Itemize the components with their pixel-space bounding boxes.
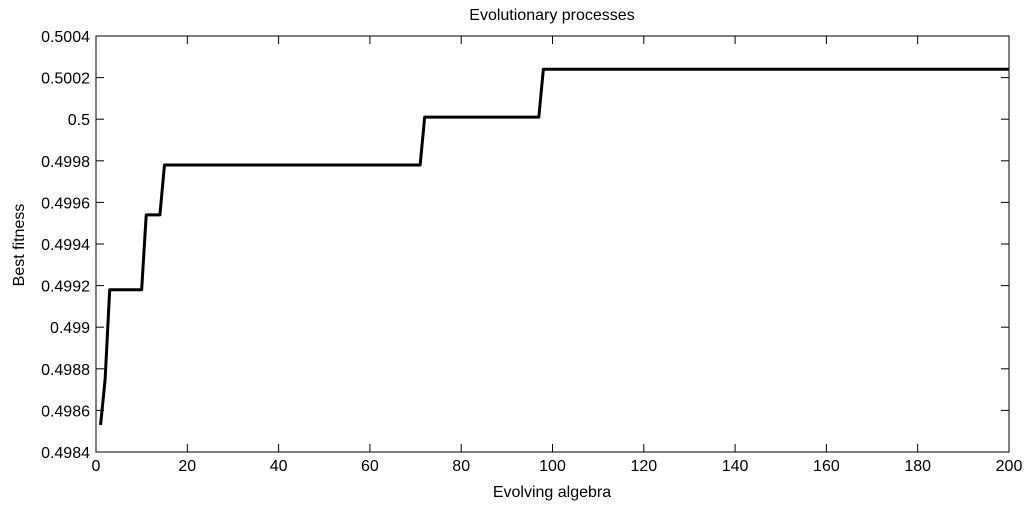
y-tick-label: 0.499	[50, 320, 90, 337]
x-tick-label: 0	[92, 458, 101, 475]
x-tick-label: 180	[904, 458, 931, 475]
x-tick-label: 100	[539, 458, 566, 475]
y-tick-label: 0.4992	[41, 279, 90, 296]
x-axis-title: Evolving algebra	[493, 484, 611, 501]
x-tick-label: 60	[361, 458, 379, 475]
y-tick-label: 0.4988	[41, 362, 90, 379]
x-tick-label: 140	[722, 458, 749, 475]
y-tick-label: 0.4998	[41, 154, 90, 171]
x-tick-label: 80	[452, 458, 470, 475]
y-tick-label: 0.5002	[41, 71, 90, 88]
y-tick-label: 0.4996	[41, 195, 90, 212]
y-tick-label: 0.4986	[41, 403, 90, 420]
y-tick-label: 0.5	[68, 112, 90, 129]
y-tick-label: 0.4984	[41, 445, 90, 462]
y-axis-title: Best fitness	[11, 204, 28, 287]
x-tick-label: 40	[270, 458, 288, 475]
chart-title: Evolutionary processes	[469, 7, 634, 24]
x-tick-label: 160	[813, 458, 840, 475]
series-line-best-fitness	[99, 67, 1009, 426]
plot-area-frame	[95, 35, 1010, 453]
y-tick-label: 0.4994	[41, 237, 90, 254]
x-tick-label: 20	[178, 458, 196, 475]
x-tick-label: 200	[996, 458, 1023, 475]
x-tick-label: 120	[630, 458, 657, 475]
y-tick-label: 0.5004	[41, 29, 90, 46]
